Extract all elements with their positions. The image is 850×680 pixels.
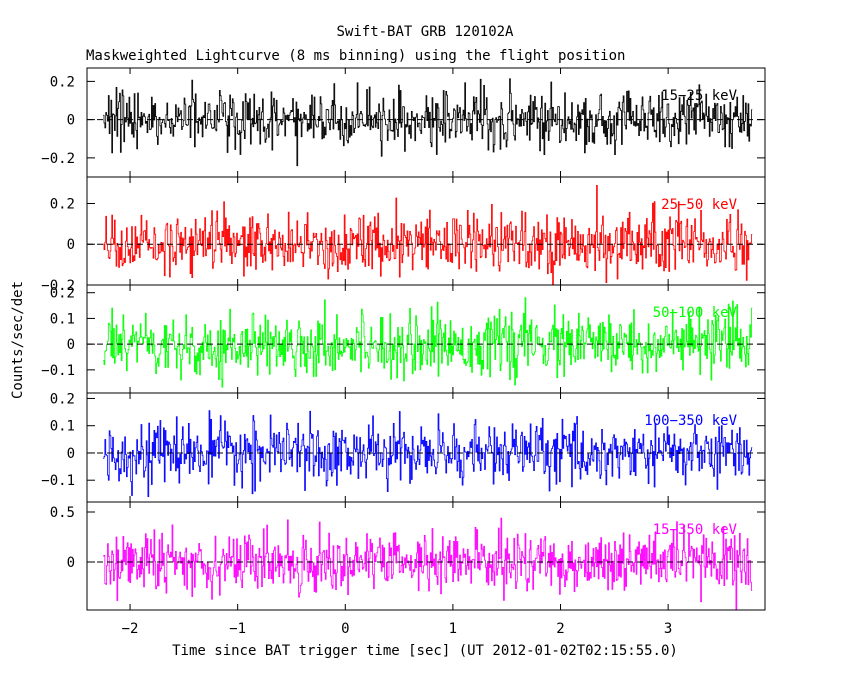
x-tick-label: −1 [229, 621, 246, 637]
series-line-15-350-kev [103, 517, 753, 610]
x-axis: −2 −1 0 1 2 3 [122, 621, 673, 637]
panel-100-350-kev: −0.1 0 0.1 0.2 100−350 keV [41, 391, 766, 503]
panel-15-25-kev: −0.2 0 0.2 15−25 keV [41, 67, 766, 178]
band-label: 15−25 keV [661, 88, 737, 104]
y-tick-label: 0 [67, 113, 75, 129]
x-tick-label: −2 [122, 621, 139, 637]
y-tick-label: 0 [67, 555, 75, 571]
y-tick-label: 0 [67, 446, 75, 462]
panel-15-350-kev: 0 0.5 15−350 keV [50, 501, 766, 611]
x-tick-label: 2 [556, 621, 564, 637]
series-line-50-100-kev [103, 297, 753, 388]
y-tick-label: 0.2 [50, 74, 75, 90]
y-tick-label: 0.2 [50, 391, 75, 407]
series-line-15-25-kev [103, 78, 753, 167]
y-tick-label: −0.1 [41, 473, 75, 489]
panel-25-50-kev: −0.2 0 0.2 25−50 keV [41, 176, 766, 294]
panels-group: −0.200.215−25 keV−0.200.2 25−50 keV−0.100… [41, 67, 766, 611]
y-tick-label: −0.2 [41, 151, 75, 167]
band-label: 50−100 keV [653, 305, 738, 321]
band-label: 100−350 keV [644, 413, 737, 429]
chart-subtitle: Maskweighted Lightcurve (8 ms binning) u… [86, 48, 625, 64]
y-tick-label: 0.1 [50, 311, 75, 327]
y-tick-label: 0.2 [50, 286, 75, 302]
x-tick-label: 0 [341, 621, 349, 637]
x-tick-label: 1 [449, 621, 457, 637]
x-axis-label: Time since BAT trigger time [sec] (UT 20… [172, 643, 678, 659]
series-line-100-350-kev [103, 410, 753, 498]
series-line-25-50-kev [103, 184, 753, 285]
y-tick-label: −0.1 [41, 363, 75, 379]
y-tick-label: 0.2 [50, 196, 75, 212]
y-axis-label: Counts/sec/det [10, 281, 26, 399]
y-tick-label: 0.5 [50, 505, 75, 521]
y-tick-label: 0.1 [50, 419, 75, 435]
y-tick-label: −0.2 [41, 278, 75, 294]
band-label: 15−350 keV [653, 522, 738, 538]
y-tick-label: 0 [67, 337, 75, 353]
band-label: 25−50 keV [661, 197, 737, 213]
panel-50-100-kev: −0.1 0 0.1 0.2 50−100 keV [41, 284, 766, 394]
x-tick-label: 3 [664, 621, 672, 637]
chart-title: Swift-BAT GRB 120102A [336, 24, 514, 40]
panel-frame [86, 501, 766, 611]
y-tick-label: 0 [67, 237, 75, 253]
